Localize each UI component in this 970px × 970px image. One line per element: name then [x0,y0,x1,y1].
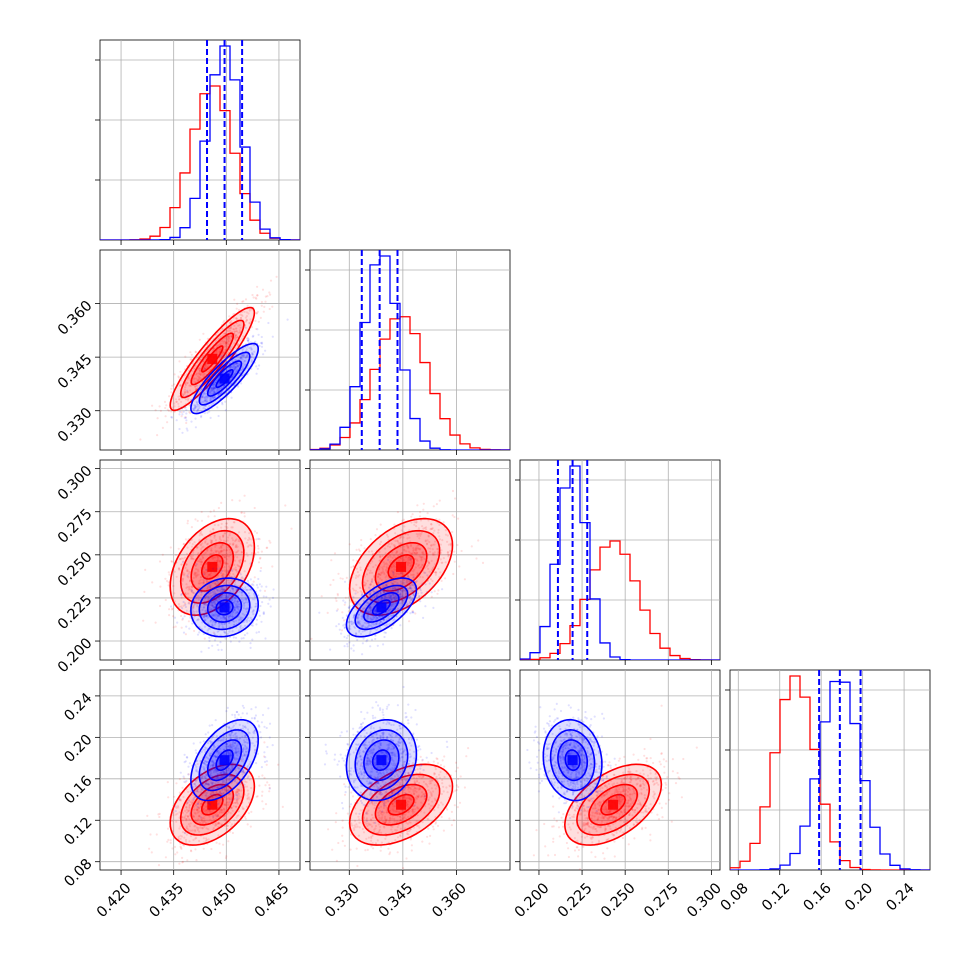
histogram-series-0 [100,45,300,240]
histogram-series-0 [310,255,510,450]
x-tick-label: 0.20 [842,880,876,914]
panel-3-1: 0.330 0.345 0.360 [305,669,511,921]
panel-1-1 [305,249,511,455]
panel-1-0: 0.330 0.345 0.360 [55,249,301,455]
y-tick-label: 0.225 [55,592,96,633]
scatter-series-1 [146,741,284,867]
scatter-series-0 [323,685,449,825]
y-tick-label: 0.345 [55,351,96,392]
panel-frame [99,39,301,241]
y-tick-label: 0.20 [62,732,96,766]
scatter-series-0 [174,704,300,835]
density-peak [567,755,578,766]
x-tick-label: 0.420 [94,880,135,921]
y-tick-label: 0.360 [55,298,96,339]
x-tick-label: 0.200 [512,880,553,921]
density-peak [219,602,230,613]
panel-frame [309,459,511,661]
x-tick-label: 0.330 [322,880,363,921]
density-peak [396,561,407,572]
density-peak [396,799,407,810]
x-tick-label: 0.225 [555,880,596,921]
panel-frame [99,459,301,661]
x-tick-label: 0.345 [376,880,417,921]
x-tick-label: 0.12 [759,880,793,914]
x-tick-label: 0.275 [641,880,682,921]
histogram-series-0 [730,680,930,870]
panel-3-3: 0.08 0.12 0.16 0.20 0.24 [718,669,931,914]
x-tick-label: 0.08 [718,880,752,914]
y-tick-label: 0.200 [55,635,96,676]
y-tick-label: 0.275 [55,506,96,547]
x-tick-label: 0.435 [147,880,188,921]
panel-frame [309,249,511,451]
density-peak [376,602,387,613]
density-peak [219,755,230,766]
x-tick-label: 0.24 [884,880,918,914]
y-tick-label: 0.08 [62,856,96,890]
histogram-series-0 [520,465,720,660]
density-peak [207,353,218,364]
x-tick-label: 0.250 [598,880,639,921]
x-tick-label: 0.16 [801,880,835,914]
histogram-series-1 [730,675,930,870]
density-peak [207,561,218,572]
panel-3-0: 0.420 0.435 0.450 0.465 0.08 0.12 0.16 0.20 0.24 [62,669,301,921]
y-tick-label: 0.16 [62,773,96,807]
density-peak [608,799,619,810]
y-tick-label: 0.24 [62,690,96,724]
y-tick-label: 0.12 [62,815,96,849]
x-tick-label: 0.360 [429,880,470,921]
density-peak [219,373,230,384]
y-tick-label: 0.300 [55,463,96,504]
panel-0-0 [95,39,301,245]
x-tick-label: 0.465 [252,880,293,921]
panel-3-2: 0.200 0.225 0.250 0.275 0.300 [512,669,725,921]
panel-frame [519,459,721,661]
y-tick-label: 0.250 [55,549,96,590]
x-tick-label: 0.450 [199,880,240,921]
y-tick-label: 0.330 [55,405,96,446]
density-peak [376,755,387,766]
histogram-series-1 [520,540,720,660]
panel-2-2 [515,459,721,665]
panel-2-1 [305,459,511,665]
density-peak [207,799,218,810]
